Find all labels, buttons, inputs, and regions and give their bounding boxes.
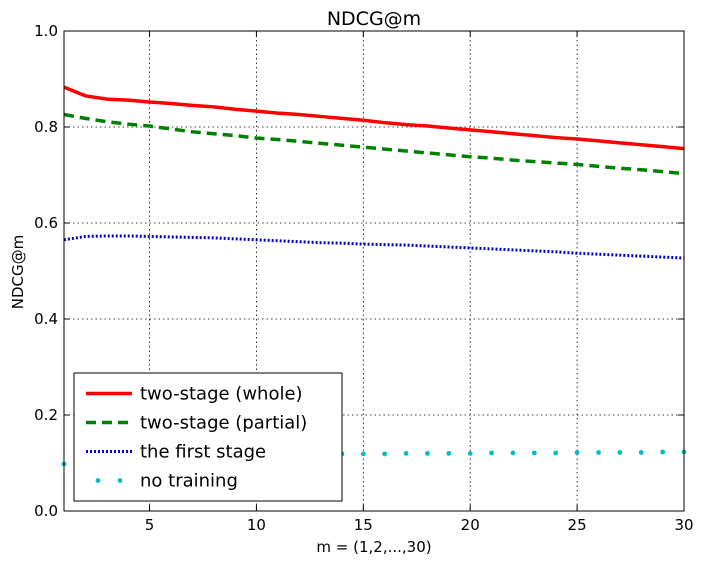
data-point [425, 451, 430, 456]
x-tick-label: 10 [247, 516, 266, 534]
data-point [553, 450, 559, 456]
data-point [382, 451, 388, 457]
y-tick-label: 0.8 [34, 118, 58, 136]
y-tick-label: 1.0 [34, 22, 58, 40]
legend-label: two-stage (partial) [140, 413, 307, 434]
data-point [660, 449, 666, 455]
y-tick-label: 0.4 [34, 310, 58, 328]
data-point [489, 450, 494, 456]
x-tick-label: 5 [145, 516, 155, 534]
data-point [360, 451, 366, 457]
data-point [638, 450, 644, 455]
data-point [596, 450, 601, 455]
x-tick-label: 20 [461, 516, 480, 534]
data-point [467, 451, 473, 456]
y-tick-label: 0.0 [34, 502, 58, 520]
x-tick-label: 30 [674, 516, 693, 534]
x-tick-label: 15 [354, 516, 373, 534]
grid-lines [64, 31, 684, 511]
data-point [617, 450, 623, 455]
data-point [403, 451, 409, 456]
x-axis-label: m = (1,2,...,30) [316, 538, 431, 556]
legend-marker [95, 478, 101, 483]
y-tick-label: 0.2 [34, 406, 58, 424]
series-line [63, 85, 685, 151]
series-2 [63, 234, 685, 260]
x-tick-label: 25 [568, 516, 587, 534]
legend-label: the first stage [140, 442, 266, 463]
legend-marker [117, 478, 123, 483]
legend-label: two-stage (whole) [140, 384, 303, 405]
legend: two-stage (whole) two-stage (partial) the … [73, 372, 343, 502]
series-1 [63, 112, 685, 176]
plot-frame [63, 30, 685, 512]
data-point [510, 450, 516, 456]
series-line [63, 234, 685, 260]
series-line [63, 112, 685, 176]
y-tick-label: 0.6 [34, 214, 58, 232]
y-axis-label: NDCG@m [9, 235, 27, 309]
chart-title: NDCG@m [327, 8, 421, 30]
legend-label: no training [140, 471, 238, 492]
data-point [574, 450, 580, 455]
data-point [531, 450, 537, 456]
series-0 [63, 85, 685, 151]
data-point [446, 451, 452, 456]
